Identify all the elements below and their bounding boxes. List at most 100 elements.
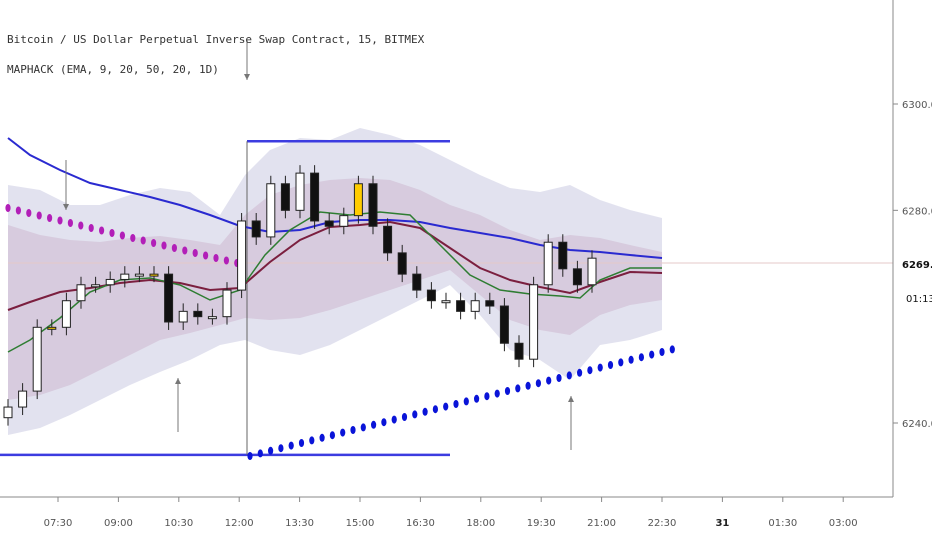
dot-blue xyxy=(669,345,675,354)
dot-blue xyxy=(607,361,614,369)
countdown-label: 01:13 xyxy=(906,294,932,305)
dot-blue xyxy=(329,431,335,440)
x-tick-label: 01:30 xyxy=(768,518,797,529)
dot-blue xyxy=(319,433,325,442)
candle-body xyxy=(32,326,42,392)
candle-body xyxy=(280,183,290,211)
dot-magenta xyxy=(88,224,94,232)
dot-magenta xyxy=(78,221,84,230)
candle-body xyxy=(529,284,539,360)
inner-band xyxy=(8,178,662,400)
candle-body xyxy=(76,284,86,302)
dot-blue xyxy=(340,428,346,437)
dot-magenta xyxy=(130,234,136,242)
dot-blue xyxy=(371,420,377,429)
dot-magenta xyxy=(192,249,198,257)
dot-magenta xyxy=(15,206,21,215)
dot-magenta xyxy=(213,254,219,262)
candle-body xyxy=(164,273,174,323)
candle-body xyxy=(353,183,363,217)
dot-blue xyxy=(422,407,428,416)
candle-body xyxy=(485,300,495,307)
axes xyxy=(0,0,894,498)
dot-magenta xyxy=(140,236,146,245)
indicator-label: MAPHACK (EMA, 9, 20, 50, 20, 1D) xyxy=(7,63,219,76)
dot-blue xyxy=(587,366,593,375)
signal-arrow-head xyxy=(175,378,181,384)
dot-magenta xyxy=(171,244,177,252)
x-tick-label: 16:30 xyxy=(406,518,435,529)
dot-blue xyxy=(401,413,408,421)
dot-blue xyxy=(638,353,645,362)
chart-title: Bitcoin / US Dollar Perpetual Inverse Sw… xyxy=(7,33,425,46)
candle-body xyxy=(18,390,28,408)
x-tick-label: 07:30 xyxy=(44,518,73,529)
x-tick-label: 10:30 xyxy=(164,518,193,529)
ema-fast-line xyxy=(7,211,662,353)
dot-blue xyxy=(566,371,572,380)
candle-body xyxy=(397,252,407,275)
dot-magenta xyxy=(182,246,188,255)
dot-blue xyxy=(298,439,305,447)
dot-magenta xyxy=(47,214,53,222)
dot-magenta xyxy=(109,229,115,237)
x-axis-ticks: 07:30 09:00 10:30 12:00 13:30 15:00 16:30 18:00… xyxy=(44,497,858,529)
x-tick-label: 12:00 xyxy=(225,518,254,529)
candle-body xyxy=(572,268,582,286)
dot-blue xyxy=(381,418,387,427)
dot-magenta xyxy=(5,204,11,212)
dot-blue xyxy=(453,400,459,408)
parabolic-dots xyxy=(5,204,675,460)
dot-blue xyxy=(247,452,253,460)
x-tick-label: 09:00 xyxy=(104,518,133,529)
dot-blue xyxy=(494,389,500,398)
price-tag-box xyxy=(894,255,932,273)
dot-blue xyxy=(556,374,562,382)
signal-arrows xyxy=(63,40,574,450)
candle-body xyxy=(193,310,203,318)
candle-body xyxy=(47,326,57,330)
candle-body xyxy=(178,310,188,323)
dot-blue xyxy=(649,350,655,359)
candle-body xyxy=(295,172,305,211)
dot-blue xyxy=(515,384,521,393)
x-tick-label: 13:30 xyxy=(285,518,314,529)
candle-body xyxy=(120,273,130,280)
candlesticks xyxy=(3,165,597,426)
y-tick-label: 6300.0 xyxy=(902,100,932,111)
candle-body xyxy=(587,257,597,286)
x-tick-label: 22:30 xyxy=(648,518,677,529)
candle-body xyxy=(324,220,334,227)
dot-blue xyxy=(432,405,438,414)
candle-body xyxy=(339,215,349,227)
candle-body xyxy=(499,305,509,344)
candle-body xyxy=(470,300,480,312)
candle-body xyxy=(251,220,261,238)
dot-blue xyxy=(288,441,294,450)
candle-body xyxy=(441,300,451,304)
dot-magenta xyxy=(26,209,32,217)
dot-magenta xyxy=(36,211,42,220)
signal-arrow-head xyxy=(568,396,574,402)
x-tick-label: 21:00 xyxy=(587,518,616,529)
dot-blue xyxy=(278,444,284,453)
candle-body xyxy=(426,289,436,302)
dot-magenta xyxy=(223,256,229,265)
dot-magenta xyxy=(119,231,125,240)
candle-body xyxy=(105,278,115,286)
dot-magenta xyxy=(99,226,105,235)
y-tick-label: 6240.0 xyxy=(902,419,932,430)
candle-body xyxy=(3,406,13,419)
signal-arrow-head xyxy=(63,204,69,210)
last-price-tag: 6269.5 01:13 xyxy=(894,255,932,305)
x-tick-label: 19:30 xyxy=(527,518,556,529)
dot-blue xyxy=(546,376,552,385)
dot-blue xyxy=(474,394,480,403)
candle-body xyxy=(222,289,232,318)
dot-blue xyxy=(443,402,449,411)
dot-blue xyxy=(391,415,397,424)
x-tick-label: 18:00 xyxy=(466,518,495,529)
dot-blue xyxy=(484,392,490,401)
dot-blue xyxy=(618,358,624,367)
